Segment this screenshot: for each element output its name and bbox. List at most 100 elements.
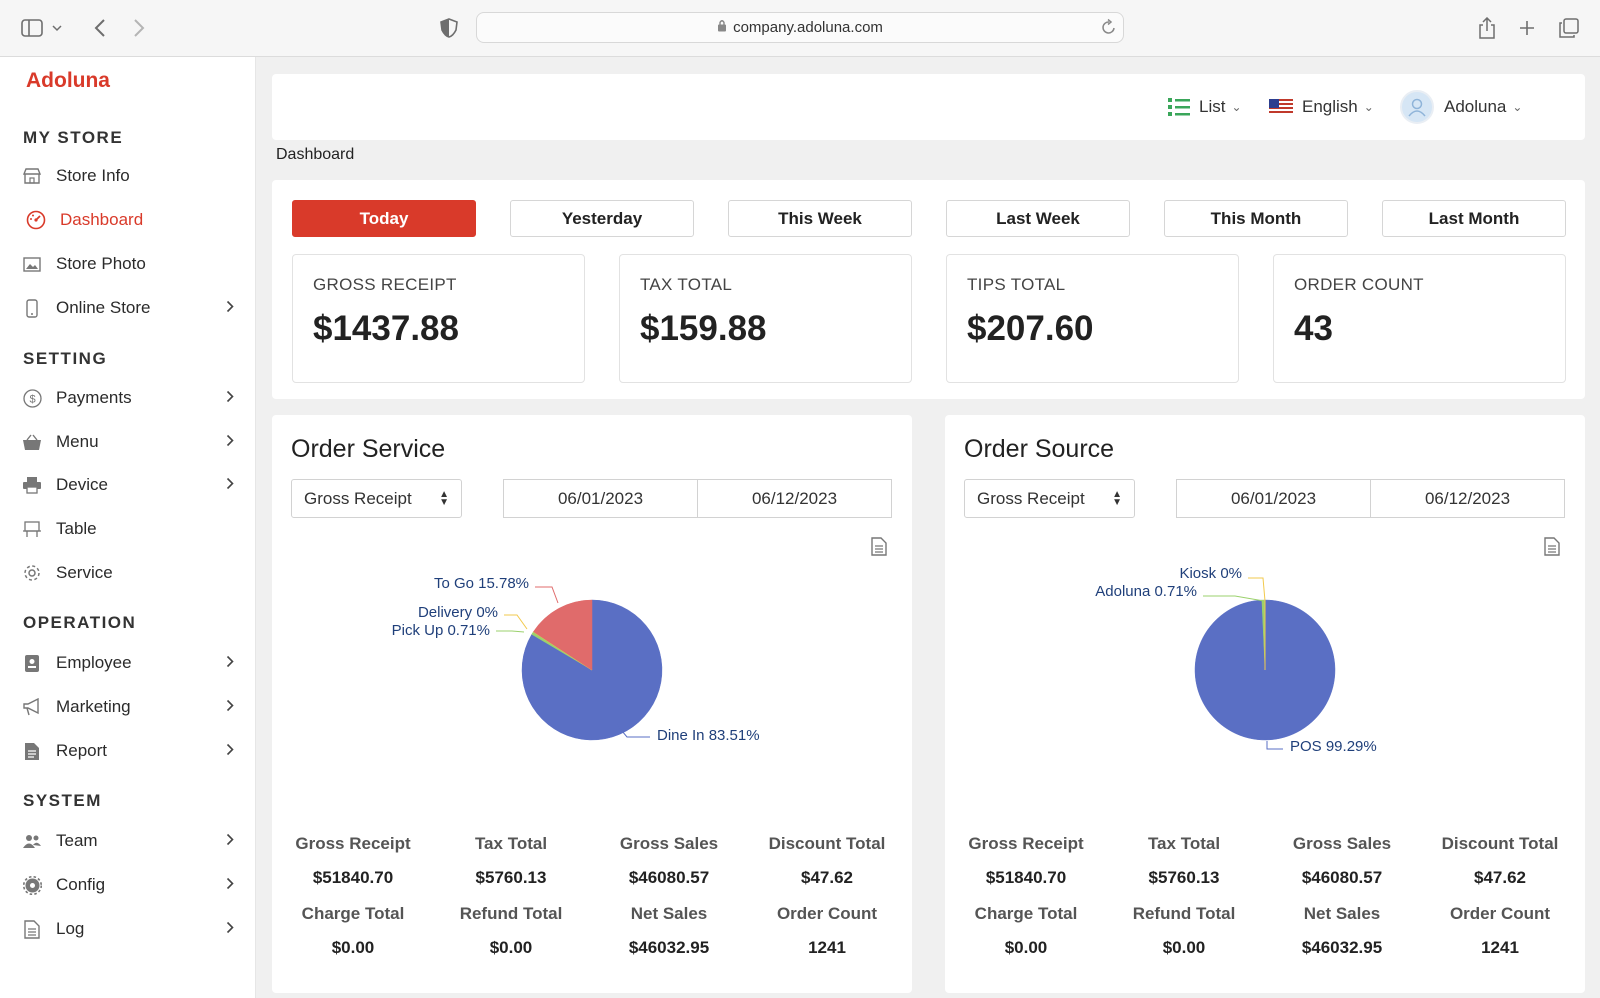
metric-gross-receipt: Gross Receipt $51840.70 [274, 834, 432, 888]
dollar-icon: $ [22, 388, 42, 408]
list-label: List [1199, 97, 1226, 116]
select-arrows-icon: ▲ ▼ [439, 488, 449, 508]
metric-value: $47.62 [1474, 868, 1526, 887]
metric-label: Refund Total [1132, 904, 1236, 923]
sidebar-item-config[interactable]: Config [22, 870, 234, 900]
sidebar-item-label: Marketing [56, 697, 131, 716]
chevron-right-icon [226, 877, 234, 893]
metric-value: $46032.95 [1301, 938, 1383, 957]
pie-data-label: Kiosk 0% [1179, 565, 1242, 582]
sidebar-item-employee[interactable]: Employee [22, 648, 234, 678]
address-bar[interactable]: company.adoluna.com [476, 12, 1124, 43]
metric-tax-total: Tax Total $5760.13 [432, 834, 590, 888]
reload-icon[interactable] [1101, 18, 1117, 40]
sidebar-item-table[interactable]: Table [22, 514, 234, 544]
tab-today[interactable]: Today [292, 200, 476, 237]
pie-label-leader-line [1203, 595, 1265, 602]
metric-gross-sales: Gross Sales $46080.57 [590, 834, 748, 888]
breadcrumb: Dashboard [276, 146, 355, 163]
tab-this-week[interactable]: This Week [728, 200, 912, 237]
date-from-input[interactable]: 06/01/2023 [503, 479, 698, 518]
tab-yesterday[interactable]: Yesterday [510, 200, 694, 237]
share-icon[interactable] [1475, 14, 1499, 42]
stat-card: GROSS RECEIPT $1437.88 [292, 254, 585, 383]
stat-value: $159.88 [640, 309, 767, 348]
chevron-right-icon [226, 699, 234, 715]
metric-label: Net Sales [630, 904, 708, 923]
date-to-input[interactable]: 06/12/2023 [1370, 479, 1565, 518]
pie-label-leader-line [1248, 577, 1266, 602]
pie-data-label: Delivery 0% [418, 604, 498, 621]
chevron-down-icon: ⌄ [1231, 100, 1242, 114]
pie-data-label: POS 99.29% [1290, 738, 1377, 755]
metric-value: $51840.70 [312, 868, 394, 887]
stat-label: TAX TOTAL [640, 275, 733, 294]
phone-icon [22, 298, 42, 318]
metric-value: 1241 [1481, 938, 1519, 957]
chevron-down-icon[interactable] [50, 14, 64, 42]
tab-last-month[interactable]: Last Month [1382, 200, 1566, 237]
stat-label: TIPS TOTAL [967, 275, 1066, 294]
chevron-right-icon [226, 743, 234, 759]
brand-logo[interactable]: Adoluna [26, 69, 110, 92]
pie-data-label: To Go 15.78% [434, 575, 529, 592]
export-document-icon[interactable] [871, 537, 887, 561]
stat-value: $1437.88 [313, 309, 459, 348]
metric-select[interactable]: Gross Receipt ▲ ▼ [964, 479, 1135, 518]
sidebar-item-marketing[interactable]: Marketing [22, 692, 234, 722]
back-icon[interactable] [88, 14, 112, 42]
date-from-input[interactable]: 06/01/2023 [1176, 479, 1371, 518]
metric-discount-total: Discount Total $47.62 [748, 834, 906, 888]
metric-gross-receipt: Gross Receipt $51840.70 [947, 834, 1105, 888]
metric-value: $46080.57 [628, 868, 710, 887]
language-menu[interactable]: English ⌄ [1269, 92, 1374, 122]
metric-gross-sales: Gross Sales $46080.57 [1263, 834, 1421, 888]
metric-label: Charge Total [974, 904, 1078, 923]
sidebar-item-device[interactable]: Device [22, 470, 234, 500]
sidebar-item-label: Online Store [56, 298, 151, 317]
sidebar-item-report[interactable]: Report [22, 736, 234, 766]
export-document-icon[interactable] [1544, 537, 1560, 561]
privacy-shield-icon[interactable] [437, 14, 461, 42]
stat-card: TAX TOTAL $159.88 [619, 254, 912, 383]
sidebar-item-dashboard[interactable]: Dashboard [22, 205, 234, 235]
sidebar-item-service[interactable]: Service [22, 558, 234, 588]
pie-slice-to-go[interactable] [533, 599, 593, 671]
new-tab-icon[interactable] [1515, 14, 1539, 42]
megaphone-icon [22, 697, 42, 717]
metric-net-sales: Net Sales $46032.95 [590, 904, 748, 958]
metric-select-value: Gross Receipt [977, 488, 1085, 508]
metric-label: Charge Total [301, 904, 405, 923]
metric-label: Discount Total [768, 834, 886, 853]
table-icon [22, 519, 42, 539]
stat-value: 43 [1294, 309, 1333, 348]
sidebar-item-payments[interactable]: $ Payments [22, 383, 234, 413]
sidebar-item-menu[interactable]: Menu [22, 427, 234, 457]
sidebar-item-online-store[interactable]: Online Store [22, 293, 234, 323]
user-menu[interactable]: Adoluna ⌄ [1400, 88, 1522, 126]
metric-value: $0.00 [1162, 938, 1206, 957]
chevron-right-icon [226, 921, 234, 937]
metric-value: $0.00 [489, 938, 533, 957]
sidebar-item-team[interactable]: Team [22, 826, 234, 856]
list-menu[interactable]: List ⌄ [1168, 92, 1242, 122]
log-icon [22, 919, 42, 939]
tab-this-month[interactable]: This Month [1164, 200, 1348, 237]
sidebar-item-label: Report [56, 741, 108, 760]
sidebar-toggle-icon[interactable] [20, 14, 44, 42]
tab-last-week[interactable]: Last Week [946, 200, 1130, 237]
sidebar-item-log[interactable]: Log [22, 914, 234, 944]
metric-select[interactable]: Gross Receipt ▲ ▼ [291, 479, 462, 518]
chevron-right-icon [226, 655, 234, 671]
printer-icon [22, 475, 42, 495]
metric-label: Order Count [1449, 904, 1551, 923]
sidebar-item-store-info[interactable]: Store Info [22, 161, 234, 191]
tabs-overview-icon[interactable] [1557, 14, 1581, 42]
forward-icon[interactable] [127, 14, 151, 42]
metric-label: Gross Sales [619, 834, 719, 853]
card-title: Order Service [291, 435, 446, 463]
date-to-input[interactable]: 06/12/2023 [697, 479, 892, 518]
sidebar-item-store-photo[interactable]: Store Photo [22, 249, 234, 279]
chevron-down-icon: ⌄ [1512, 100, 1523, 114]
pie-data-label: Dine In 83.51% [657, 727, 760, 744]
